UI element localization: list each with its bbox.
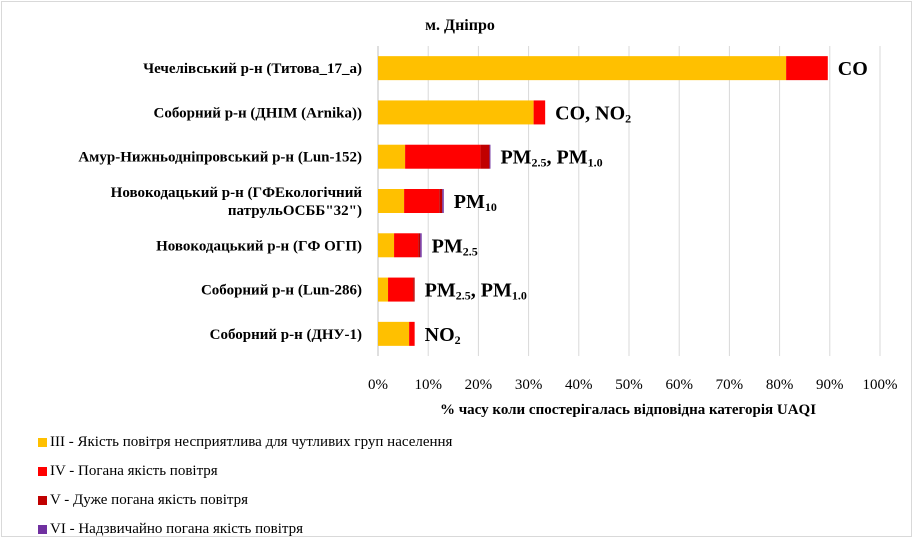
category-label: Соборний р-н (ДНІМ (Arnika)) [154, 105, 362, 121]
annotation-subscript: 2 [625, 111, 631, 125]
bar-segment [388, 277, 414, 302]
x-tick-label: 90% [816, 377, 844, 393]
bar-segment [533, 100, 546, 125]
pollutant-annotation: NO2 [425, 324, 461, 347]
legend-label: III - Якість повітря несприятлива для чу… [50, 434, 453, 450]
annotation-text: NO [425, 324, 455, 346]
legend-item: IV - Погана якість повітря [38, 457, 452, 486]
legend-label: IV - Погана якість повітря [50, 463, 218, 479]
category-label: Новокодацький р-н (ГФ ОГП) [156, 238, 362, 254]
annotation-subscript: 2.5 [463, 244, 478, 258]
category-label: Новокодацький р-н (ГФЕкологічний [111, 185, 363, 201]
bar-segment [409, 321, 415, 346]
bar-segment [378, 189, 405, 213]
x-tick-label: 10% [414, 377, 442, 393]
bar-segment [378, 56, 787, 81]
x-tick-label: 0% [368, 377, 388, 393]
annotation-text: CO [838, 58, 868, 80]
bar-segment [378, 233, 395, 258]
annotation-text: PM [425, 280, 456, 302]
category-label: Соборний р-н (ДНУ-1) [210, 327, 362, 343]
legend-item: III - Якість повітря несприятлива для чу… [38, 428, 452, 457]
x-tick-label: 60% [665, 377, 693, 393]
legend-item: VI - Надзвичайно погана якість повітря [38, 515, 452, 544]
x-tick-label: 20% [465, 377, 493, 393]
legend-swatch [38, 496, 47, 505]
bar-segment [404, 189, 440, 213]
legend-label: V - Дуже погана якість повітря [50, 492, 249, 508]
annotation-text: CO, NO [555, 102, 625, 124]
annotation-subscript: 1.0 [512, 289, 527, 303]
bar-segment [378, 100, 534, 125]
pollutant-annotation: CO [838, 58, 868, 80]
bar-segment [378, 277, 389, 302]
bar-segment [420, 233, 422, 258]
legend-item: V - Дуже погана якість повітря [38, 486, 452, 515]
bar-segment [480, 144, 490, 169]
annotation-text: , PM [547, 147, 588, 169]
pollutant-annotation: PM10 [454, 191, 497, 214]
chart-title: м. Дніпро [425, 17, 495, 34]
bar-segment [413, 277, 415, 302]
x-tick-labels: 0% 10% 20% 30% 40% 50% 60% 70% 80% 90% 100% [368, 377, 898, 393]
bar-segment [378, 321, 410, 346]
legend-swatch [38, 525, 47, 534]
legend: III - Якість повітря несприятлива для чу… [38, 428, 452, 544]
bar-segment [439, 189, 443, 213]
x-tick-label: 70% [716, 377, 744, 393]
annotation-subscript: 10 [485, 200, 497, 214]
x-tick-label: 100% [863, 377, 898, 393]
annotation-subscript: 2 [455, 333, 461, 347]
pollutant-annotation: PM2.5, PM1.0 [425, 280, 527, 303]
bar-segment [418, 233, 421, 258]
bar-segment [405, 144, 481, 169]
annotation-text: PM [432, 235, 463, 257]
category-label: Соборний р-н (Lun-286) [201, 283, 362, 299]
bar-segment [394, 233, 419, 258]
category-labels: Чечелівський р-н (Титова_17_а) Соборний р… [78, 61, 362, 343]
category-label: патрульОСББ"32") [228, 203, 362, 219]
pollutant-annotation: PM2.5, PM1.0 [500, 147, 602, 170]
bar-segment [378, 144, 406, 169]
x-tick-label: 40% [565, 377, 593, 393]
bars [378, 56, 828, 346]
bar-segment [442, 189, 444, 213]
annotation-text: , PM [471, 280, 512, 302]
x-tick-label: 80% [766, 377, 794, 393]
x-axis-label: % часу коли спостерігалась відповідна ка… [440, 402, 816, 418]
category-label: Чечелівський р-н (Титова_17_а) [143, 61, 362, 77]
legend-label: VI - Надзвичайно погана якість повітря [50, 521, 304, 537]
x-tick-label: 50% [615, 377, 643, 393]
bar-segment [786, 56, 828, 81]
annotation-subscript: 1.0 [588, 156, 603, 170]
bar-segment [489, 144, 491, 169]
x-tick-label: 30% [515, 377, 543, 393]
pollutant-annotation: CO, NO2 [555, 102, 631, 125]
pollutant-annotation: PM2.5 [432, 235, 478, 258]
annotation-subscript: 2.5 [532, 156, 547, 170]
category-label: Амур-Нижньодніпровський р-н (Lun-152) [78, 150, 362, 166]
annotation-subscript: 2.5 [456, 289, 471, 303]
legend-swatch [38, 438, 47, 447]
annotation-text: PM [500, 147, 531, 169]
annotation-text: PM [454, 191, 485, 213]
legend-swatch [38, 467, 47, 476]
